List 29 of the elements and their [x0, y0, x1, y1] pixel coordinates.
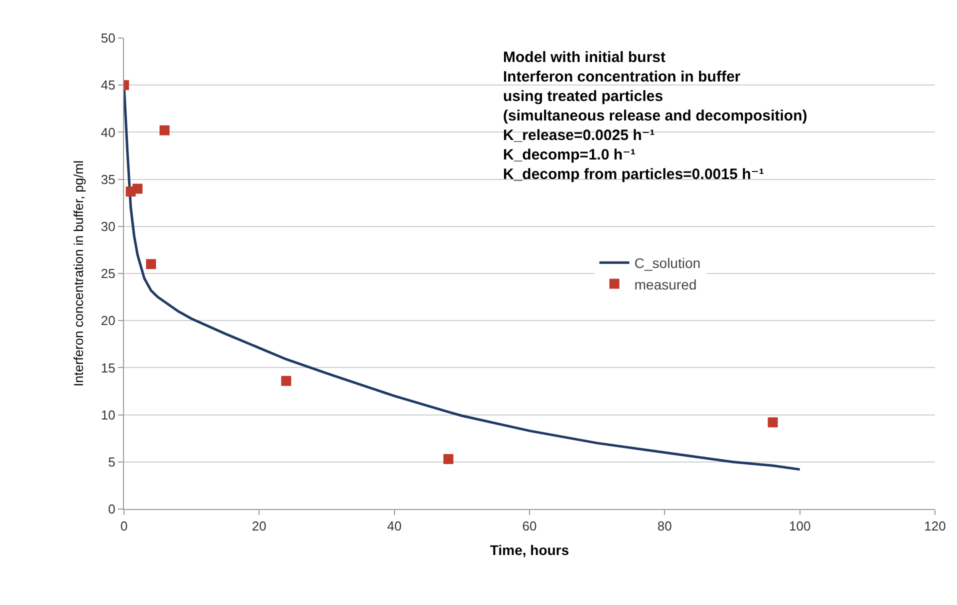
- point: [160, 125, 170, 136]
- y-tick-label: 35: [100, 172, 116, 187]
- point: [146, 259, 156, 270]
- point: [768, 417, 778, 428]
- point: [132, 184, 143, 194]
- y-tick-label: 0: [108, 502, 116, 517]
- y-tick-label: 10: [100, 407, 116, 422]
- y-axis-title: Interferon concentration in buffer, pg/ml: [70, 160, 86, 386]
- y-tick-label: 40: [100, 124, 116, 140]
- y-tick-label: 50: [100, 30, 116, 46]
- x-tick-label: 100: [788, 518, 811, 534]
- x-tick-label: 40: [387, 518, 402, 534]
- y-tick-label: 20: [100, 313, 116, 328]
- y-tick-label: 15: [100, 360, 116, 376]
- legend-label: measured: [634, 276, 697, 292]
- point: [281, 376, 292, 386]
- x-tick-label: 120: [924, 518, 946, 534]
- y-tick-label: 30: [100, 218, 116, 234]
- y-tick-label: 45: [100, 78, 116, 93]
- legend-label: C_solution: [634, 255, 701, 272]
- x-tick-label: 60: [522, 518, 537, 534]
- x-axis-title: Time, hours: [490, 542, 570, 558]
- y-tick-label: 25: [100, 266, 116, 282]
- x-tick-label: 20: [252, 518, 266, 534]
- annotation: Model with initial burst Interferon concentration in buffer using treated particles (simultaneous release and decomposition) K_release=0.0025 h⁻¹ K_decomp=1.0 h⁻¹ K_decomp from particles=0.0015 h⁻¹: [503, 49, 808, 183]
- point: [443, 454, 454, 464]
- x-tick-label: 0: [120, 518, 128, 534]
- y-tick-label: 5: [108, 454, 116, 470]
- x-tick-label: 80: [657, 518, 672, 534]
